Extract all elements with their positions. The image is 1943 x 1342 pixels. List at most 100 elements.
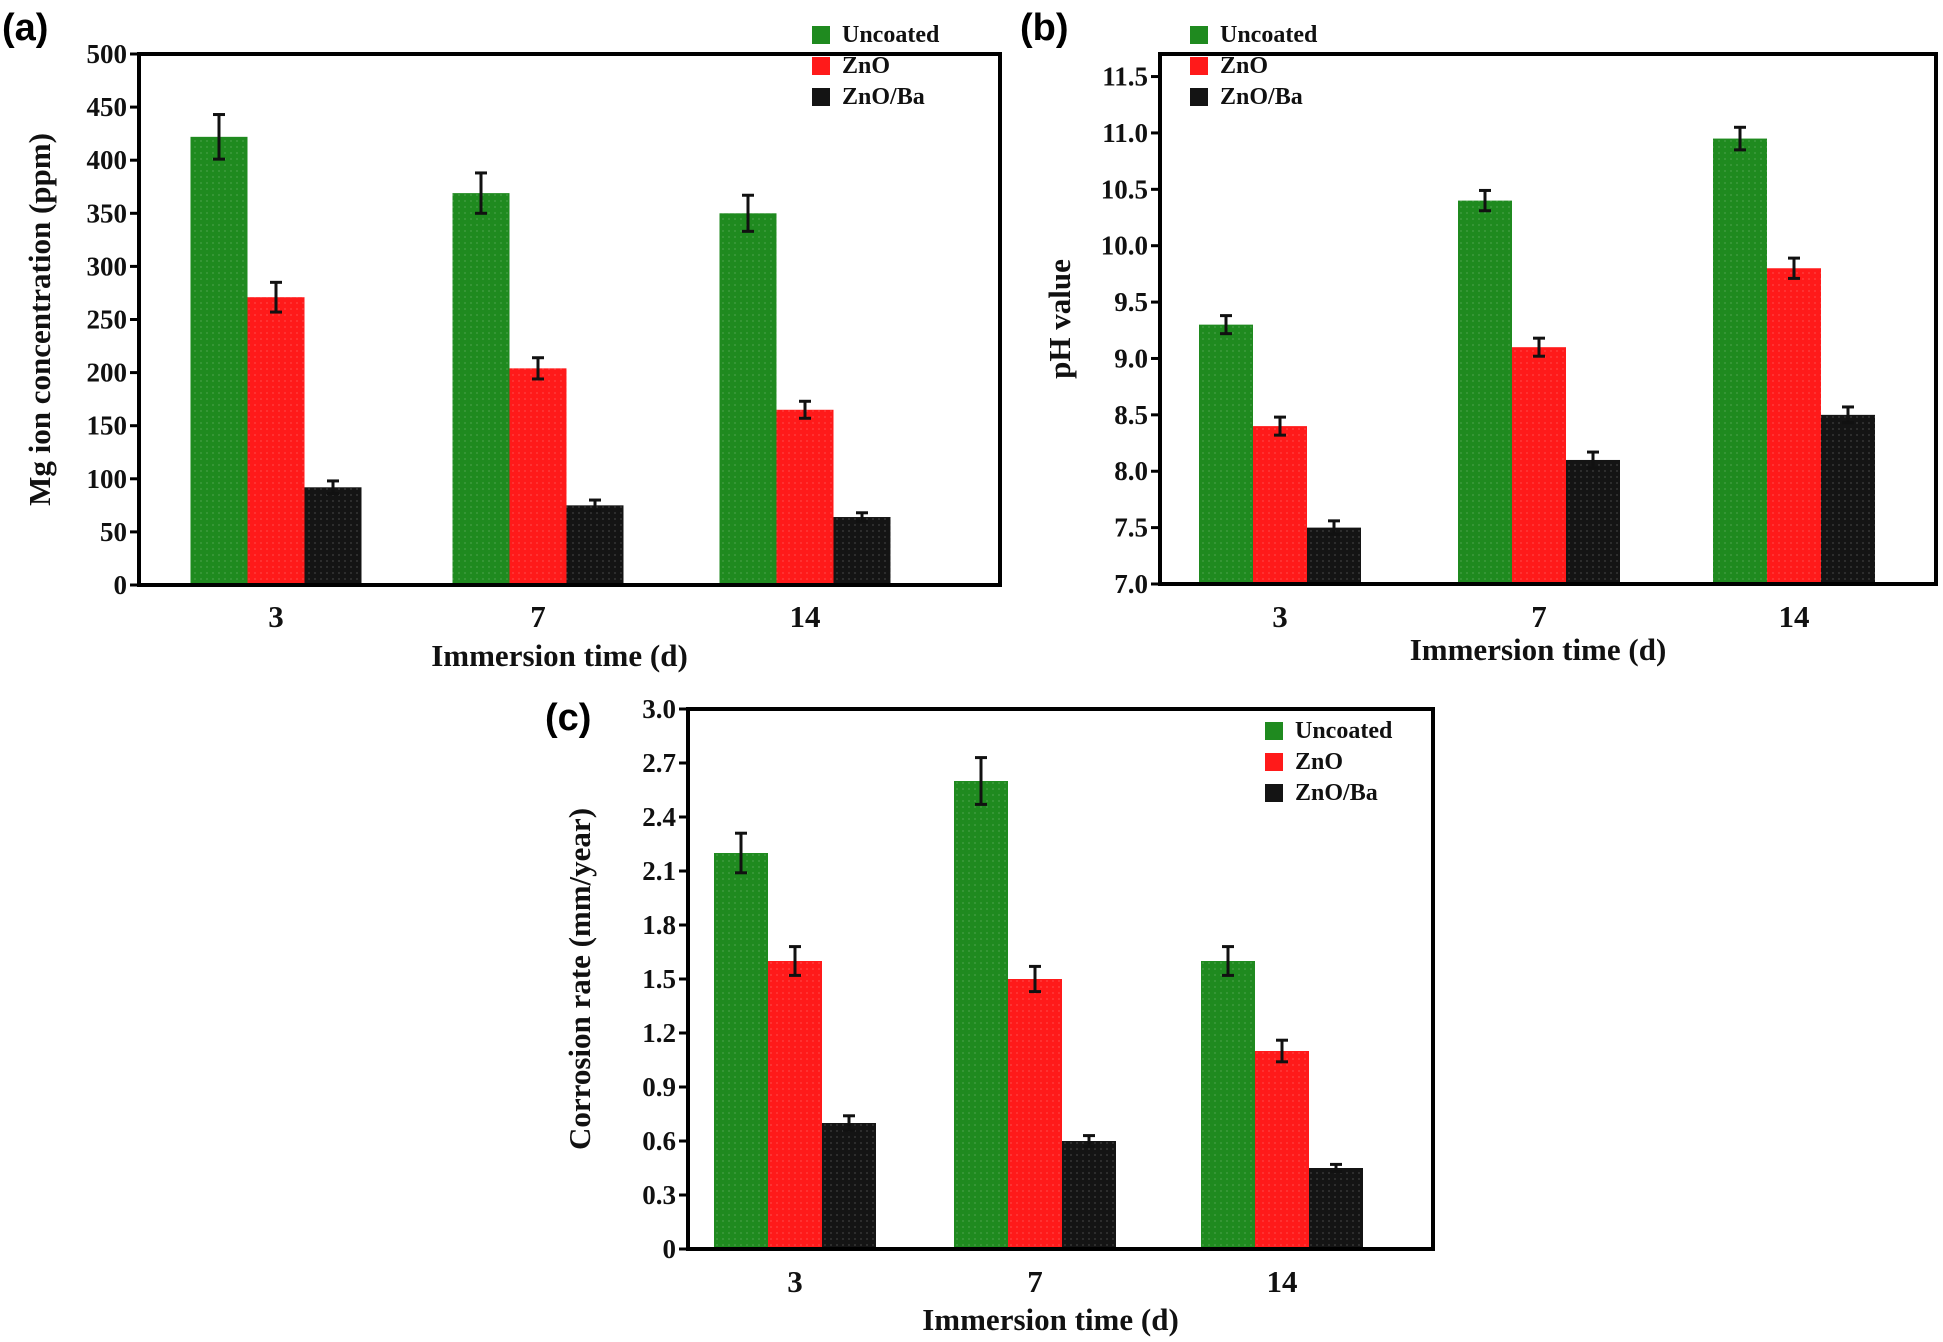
legend-swatch-uncoated [812, 26, 830, 44]
x-tick-label: 14 [790, 599, 821, 634]
bar-texture [1199, 324, 1253, 584]
x-tick-label: 3 [1272, 599, 1288, 634]
x-tick-label: 14 [1267, 1264, 1298, 1299]
y-tick-label: 100 [87, 464, 128, 494]
y-tick-label: 11.0 [1102, 118, 1148, 148]
bar-texture [566, 505, 624, 585]
legend-label: Uncoated [842, 22, 940, 48]
legend-swatch-zno [1190, 57, 1208, 75]
legend-label: Uncoated [1220, 22, 1318, 48]
y-tick-label: 0.6 [642, 1126, 676, 1156]
y-tick-label: 350 [87, 198, 128, 228]
y-tick-label: 1.5 [642, 964, 676, 994]
panel-label: (c) [545, 697, 591, 739]
y-tick-label: 7.0 [1114, 569, 1148, 599]
bar-texture [833, 517, 891, 585]
x-tick-label: 7 [1027, 1264, 1043, 1299]
legend-label: ZnO/Ba [1220, 84, 1303, 110]
panel-a-mg-ion: 0 50 100 150 200 250 300 350 400 450 500 3 7 14 Immers… [2, 7, 1002, 673]
bar-texture [509, 368, 567, 585]
y-tick-label: 300 [87, 251, 128, 281]
x-tick-label: 3 [268, 599, 284, 634]
legend-label: ZnO/Ba [1295, 780, 1378, 806]
bar-texture [822, 1123, 876, 1249]
bar-texture [1253, 426, 1307, 584]
bar-texture [1821, 414, 1875, 584]
x-axis-title: Immersion time (d) [431, 638, 688, 673]
bar-texture [1458, 200, 1512, 584]
y-tick-label: 450 [87, 92, 128, 122]
legend-swatch-zno-ba [812, 88, 830, 106]
panel-c-corrosion-rate: 0 0.3 0.6 0.9 1.2 1.5 1.8 2.1 2.4 2.7 3.0 3 7 14 Immer… [545, 694, 1435, 1337]
y-tick-label: 9.0 [1114, 343, 1148, 373]
legend-label: Uncoated [1295, 718, 1393, 744]
legend-label: ZnO [1295, 749, 1343, 775]
y-tick-label: 50 [100, 517, 127, 547]
y-tick-label: 8.5 [1114, 400, 1148, 430]
legend-swatch-zno-ba [1190, 88, 1208, 106]
bar-texture [304, 487, 362, 585]
legend-label: ZnO [842, 53, 890, 79]
y-tick-label: 250 [87, 305, 128, 335]
y-tick-label: 10.0 [1101, 231, 1148, 261]
y-axis-title: Mg ion concentration (ppm) [22, 133, 57, 506]
plot-frame [1158, 52, 1938, 586]
bar-texture [1512, 347, 1566, 584]
y-tick-label: 9.5 [1114, 287, 1148, 317]
x-tick-label: 7 [530, 599, 546, 634]
y-tick-label: 3.0 [642, 694, 676, 724]
bar-texture [768, 961, 822, 1249]
y-tick-label: 0 [663, 1234, 677, 1264]
bar-texture [1713, 138, 1767, 584]
y-tick-label: 400 [87, 145, 128, 175]
legend-swatch-zno [1265, 753, 1283, 771]
legend-swatch-zno [812, 57, 830, 75]
bar-texture [247, 297, 305, 585]
panel-label: (b) [1020, 7, 1069, 49]
bar-texture [714, 853, 768, 1249]
legend-swatch-uncoated [1265, 722, 1283, 740]
panel-label: (a) [2, 7, 48, 49]
legend-label: ZnO/Ba [842, 84, 925, 110]
y-tick-label: 1.2 [642, 1018, 676, 1048]
bar-texture [1008, 979, 1062, 1249]
y-tick-label: 150 [87, 411, 128, 441]
bar-texture [1255, 1051, 1309, 1249]
bar-texture [1062, 1141, 1116, 1249]
bar-texture [1201, 961, 1255, 1249]
bar-texture [776, 409, 834, 585]
x-tick-label: 3 [787, 1264, 803, 1299]
y-tick-label: 7.5 [1114, 513, 1148, 543]
panel-b-ph-value: 7.0 7.5 8.0 8.5 9.0 9.5 10.0 10.5 11.0 11.5 3 7 14 Im… [1020, 7, 1938, 667]
y-tick-label: 2.1 [642, 856, 676, 886]
legend-swatch-zno-ba [1265, 784, 1283, 802]
y-tick-label: 200 [87, 358, 128, 388]
y-tick-label: 1.8 [642, 910, 676, 940]
y-axis-title: Corrosion rate (mm/year) [562, 808, 597, 1150]
y-tick-label: 0 [114, 570, 128, 600]
x-axis-title: Immersion time (d) [1410, 632, 1667, 667]
y-tick-label: 10.5 [1101, 174, 1148, 204]
bar-texture [1307, 527, 1361, 584]
y-tick-label: 11.5 [1102, 62, 1148, 92]
x-tick-label: 14 [1779, 599, 1810, 634]
bar-texture [452, 193, 510, 585]
y-tick-label: 2.4 [642, 802, 676, 832]
legend-label: ZnO [1220, 53, 1268, 79]
y-axis-title: pH value [1042, 259, 1077, 379]
bar-texture [1309, 1168, 1363, 1249]
bar-texture [190, 136, 248, 585]
bar-texture [719, 213, 777, 586]
legend-swatch-uncoated [1190, 26, 1208, 44]
y-tick-label: 0.3 [642, 1180, 676, 1210]
y-tick-label: 8.0 [1114, 456, 1148, 486]
x-axis-title: Immersion time (d) [922, 1302, 1179, 1337]
y-tick-label: 2.7 [642, 748, 676, 778]
bar-texture [954, 781, 1008, 1249]
bar-texture [1566, 459, 1620, 584]
x-tick-label: 7 [1531, 599, 1547, 634]
bar-texture [1767, 268, 1821, 584]
y-tick-label: 500 [87, 39, 128, 69]
y-tick-label: 0.9 [642, 1072, 676, 1102]
